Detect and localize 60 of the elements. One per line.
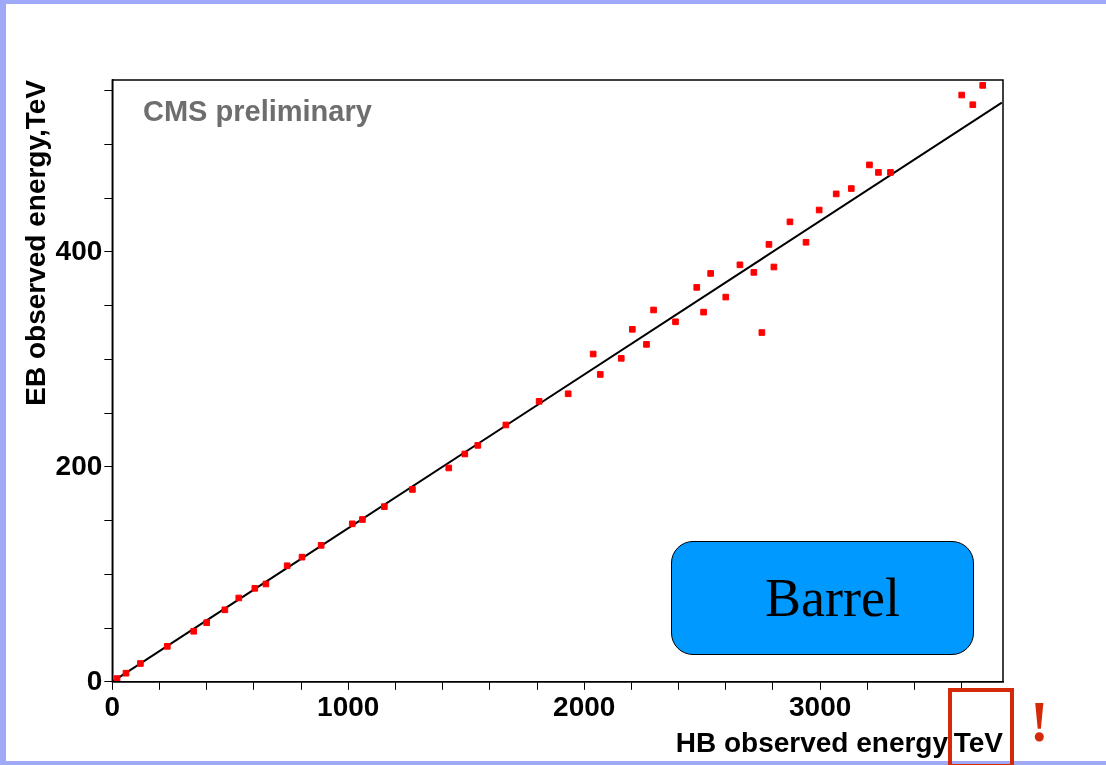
point [221, 606, 229, 614]
y-tick-label: 200 [55, 449, 103, 481]
point [203, 619, 211, 627]
text: ! [1030, 690, 1049, 754]
point [700, 308, 707, 316]
x-tick-label: 1000 [317, 691, 380, 723]
point [758, 329, 766, 336]
point [650, 306, 657, 314]
point [589, 350, 597, 358]
point [887, 169, 894, 176]
point [122, 669, 130, 677]
x-tick-label: 3000 [789, 691, 852, 723]
point [969, 101, 977, 109]
point [474, 442, 482, 449]
point [736, 261, 744, 269]
point [283, 562, 291, 570]
point [750, 269, 758, 276]
y-tick-label: 400 [55, 234, 103, 266]
point [765, 241, 773, 248]
point [359, 516, 366, 523]
point [770, 263, 778, 271]
point [502, 421, 510, 429]
point [979, 82, 987, 89]
point [802, 238, 810, 246]
point [409, 486, 416, 493]
point [235, 594, 243, 602]
point [832, 190, 840, 198]
point [707, 270, 714, 277]
point [535, 397, 543, 405]
y-tick-label: 0 [86, 664, 103, 696]
annotation: CMS preliminary [143, 95, 372, 128]
point [445, 464, 453, 472]
point [672, 318, 679, 326]
point [381, 503, 388, 510]
point [875, 169, 882, 176]
point [958, 91, 966, 99]
point [866, 161, 873, 169]
point [722, 293, 730, 301]
point [786, 218, 794, 226]
y-axis-title: EB observed energy,TeV [19, 79, 51, 406]
point [298, 553, 306, 561]
annotation: Barrel [671, 541, 974, 655]
point [190, 627, 198, 635]
point [262, 580, 270, 588]
point [847, 185, 855, 192]
point [596, 371, 604, 378]
point [137, 660, 144, 667]
point [348, 520, 356, 528]
point [617, 355, 625, 362]
x-tick-label: 2000 [553, 691, 616, 723]
point [251, 584, 259, 592]
point [815, 206, 823, 214]
point [317, 541, 325, 549]
point [461, 450, 469, 458]
point [113, 675, 121, 682]
point [564, 390, 572, 398]
point [643, 341, 650, 348]
point [693, 284, 701, 291]
point [163, 643, 171, 650]
point [629, 325, 636, 333]
